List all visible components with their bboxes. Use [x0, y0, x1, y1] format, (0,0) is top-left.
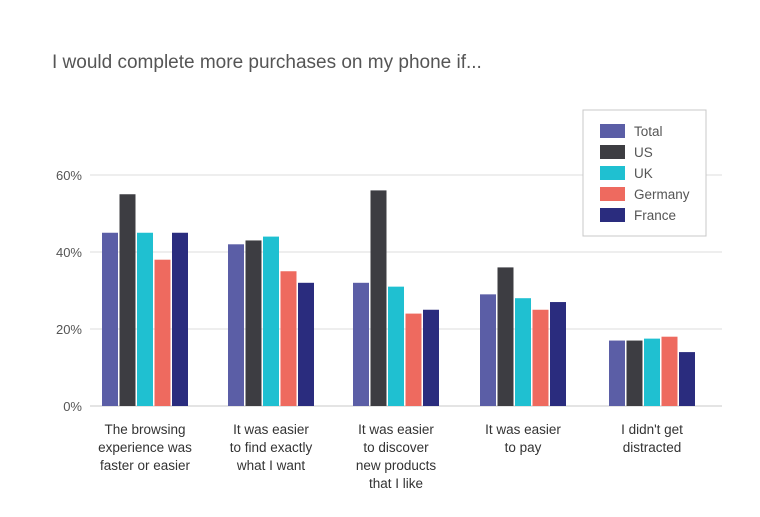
legend: Total US UK Germany France — [582, 109, 707, 237]
y-axis-ticks: 0% 20% 40% 60% — [56, 168, 82, 414]
bar-germany — [661, 336, 678, 406]
y-tick-label: 40% — [56, 245, 82, 260]
x-category-label: It was easier to discover new products that… — [356, 422, 437, 491]
x-category-label: The browsing experience was faster or easi… — [98, 422, 192, 473]
bar-us — [370, 190, 387, 406]
bar-france — [423, 309, 439, 406]
bar-france — [550, 302, 566, 406]
bar-us — [119, 194, 136, 406]
legend-swatch-uk — [600, 166, 625, 180]
bar-germany — [405, 313, 422, 406]
legend-label-france: France — [634, 208, 676, 223]
bar-uk — [644, 338, 660, 406]
x-category-label: It was easier to pay — [485, 422, 561, 455]
chart-title: I would complete more purchases on my ph… — [52, 52, 482, 73]
y-tick-label: 20% — [56, 322, 82, 337]
legend-swatch-us — [600, 145, 625, 159]
bar-uk — [263, 236, 279, 406]
bar-uk — [137, 232, 153, 406]
legend-swatch-germany — [600, 187, 625, 201]
x-category-label: I didn't get distracted — [621, 422, 683, 455]
bar-us — [245, 240, 262, 406]
bar-total — [609, 340, 625, 406]
bar-france — [298, 282, 314, 406]
y-tick-label: 60% — [56, 168, 82, 183]
bar-germany — [532, 309, 549, 406]
bar-uk — [388, 286, 404, 406]
legend-swatch-total — [600, 124, 625, 138]
bar-total — [353, 282, 369, 406]
legend-label-total: Total — [634, 124, 663, 139]
bar-total — [480, 294, 496, 406]
bar-uk — [515, 298, 531, 406]
y-tick-label: 0% — [63, 399, 82, 414]
x-category-label: It was easier to find exactly what I want — [230, 422, 313, 473]
bar-us — [626, 340, 643, 406]
legend-label-uk: UK — [634, 166, 653, 181]
bar-france — [679, 352, 695, 406]
x-axis-categories: The browsing experience was faster or easi… — [98, 422, 683, 491]
bar-total — [102, 232, 118, 406]
legend-swatch-france — [600, 208, 625, 222]
legend-label-us: US — [634, 145, 653, 160]
bar-us — [497, 267, 514, 406]
bar-france — [172, 232, 188, 406]
legend-label-germany: Germany — [634, 187, 690, 202]
bar-germany — [154, 259, 171, 406]
bar-germany — [280, 271, 297, 406]
bar-total — [228, 244, 244, 406]
bars — [102, 190, 695, 406]
